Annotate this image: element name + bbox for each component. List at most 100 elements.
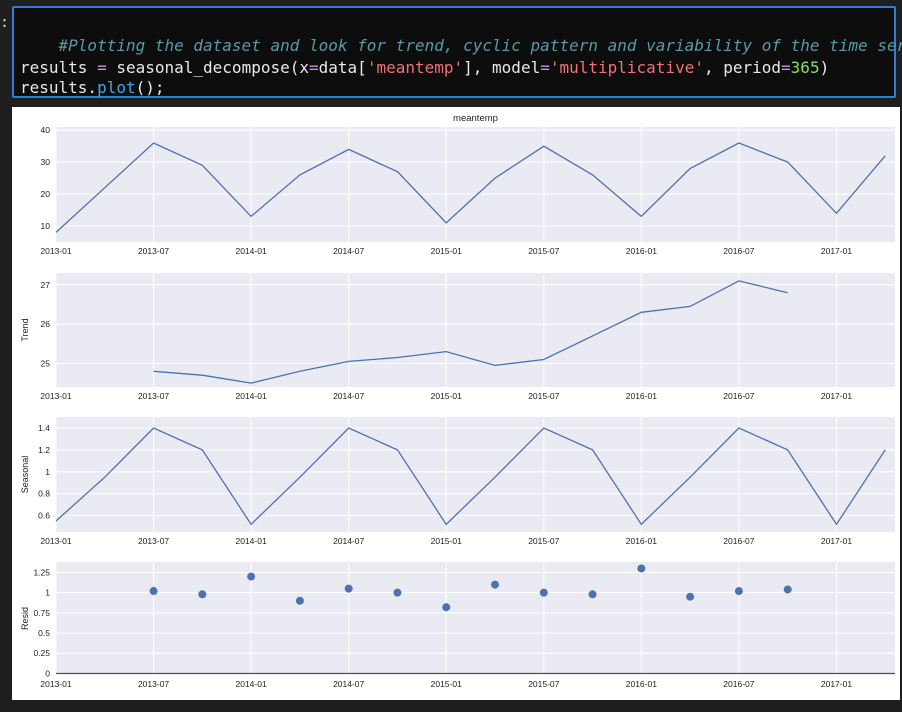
y-tick-label: 0.5 (38, 628, 50, 638)
x-tick-label: 2013-01 (40, 536, 71, 546)
x-tick-label: 2015-07 (528, 679, 559, 689)
series-line (153, 280, 788, 384)
y-tick-label: 0.8 (38, 489, 50, 499)
x-tick-label: 2013-07 (138, 391, 169, 401)
code-operator: = (781, 58, 791, 77)
code-comment: #Plotting the dataset and look for trend… (58, 36, 902, 55)
code-number: 365 (790, 58, 820, 77)
x-tick-label: 2015-01 (431, 679, 462, 689)
code-comment-line[interactable]: #Plotting the dataset and look for trend… (20, 16, 902, 76)
code-line-plot[interactable]: results.plot(); (20, 78, 165, 98)
code-token: ) (819, 58, 830, 77)
y-tick-label: 0.75 (33, 608, 50, 618)
x-tick-label: 2015-07 (528, 536, 559, 546)
code-operator: = (540, 58, 550, 77)
x-tick-label: 2013-01 (40, 679, 71, 689)
y-tick-label: 0 (45, 668, 50, 678)
y-tick-label: 1.4 (38, 423, 50, 433)
y-tick-label: 0.25 (33, 648, 50, 658)
x-tick-label: 2017-01 (821, 246, 852, 256)
y-tick-label: 26 (41, 319, 51, 329)
cell-prompt-marker: : (0, 13, 10, 31)
x-tick-label: 2017-01 (821, 391, 852, 401)
x-tick-label: 2014-01 (236, 391, 267, 401)
decomposition-figure: 2013-01 2013-07 2014-01 2014-07 2015-01 2015-… (20, 113, 895, 689)
y-tick-label: 1.2 (38, 445, 50, 455)
x-tick-label: 2016-01 (626, 246, 657, 256)
x-tick-label: 2014-01 (236, 536, 267, 546)
x-tick-label: 2014-07 (333, 679, 364, 689)
x-tick-label: 2014-07 (333, 536, 364, 546)
code-operator: = (309, 58, 319, 77)
y-tick-label: 1 (45, 588, 50, 598)
resid-point (637, 564, 646, 573)
resid-point (198, 590, 207, 599)
axes-background (56, 273, 895, 387)
y-tick-label: 40 (41, 125, 51, 135)
resid-point (295, 596, 304, 605)
x-tick-label: 2017-01 (821, 536, 852, 546)
x-tick-label: 2014-07 (333, 391, 364, 401)
resid-point (442, 603, 451, 612)
code-token: data[ (318, 58, 367, 77)
x-tick-label: 2016-07 (723, 246, 754, 256)
code-token: seasonal_decompose(x (106, 58, 309, 77)
y-tick-label: 10 (41, 221, 51, 231)
y-axis-label: Seasonal (20, 456, 30, 494)
axes-background (56, 127, 895, 242)
resid-point (344, 584, 353, 593)
x-tick-label: 2013-07 (138, 246, 169, 256)
x-tick-label: 2013-07 (138, 536, 169, 546)
code-token: , period (703, 58, 782, 77)
resid-point (783, 585, 792, 594)
y-tick-label: 1.25 (33, 567, 50, 577)
series-line (55, 142, 886, 233)
x-tick-label: 2014-01 (236, 246, 267, 256)
resid-point (734, 587, 743, 596)
code-token: results. (20, 78, 98, 97)
code-string: 'meantemp' (366, 58, 464, 77)
x-tick-label: 2017-01 (821, 679, 852, 689)
axes-background (56, 562, 895, 675)
x-tick-label: 2014-07 (333, 246, 364, 256)
resid-point (393, 588, 402, 597)
resid-point (247, 572, 256, 581)
x-tick-label: 2015-01 (431, 391, 462, 401)
code-token: (); (135, 78, 165, 97)
x-tick-label: 2016-07 (723, 679, 754, 689)
x-tick-label: 2015-01 (431, 246, 462, 256)
resid-point (686, 592, 695, 601)
resid-point (149, 587, 158, 596)
x-tick-label: 2014-01 (236, 679, 267, 689)
code-string: 'multiplicative' (549, 58, 704, 77)
x-tick-label: 2015-07 (528, 246, 559, 256)
resid-point (539, 588, 548, 597)
x-tick-label: 2013-01 (40, 246, 71, 256)
resid-point (491, 580, 500, 589)
y-axis-label: Trend (20, 318, 30, 341)
y-tick-label: 0.6 (38, 511, 50, 521)
y-tick-label: 25 (41, 358, 51, 368)
code-operator: = (97, 58, 107, 77)
x-tick-label: 2016-01 (626, 679, 657, 689)
panel-title: meantemp (453, 113, 498, 124)
x-tick-label: 2016-07 (723, 536, 754, 546)
resid-point (588, 590, 597, 599)
cell-output-figure: 2013-01 2013-07 2014-01 2014-07 2015-01 2015-… (12, 107, 900, 700)
x-tick-label: 2013-07 (138, 679, 169, 689)
code-token: results (20, 58, 98, 77)
code-token: ], model (463, 58, 541, 77)
x-tick-label: 2016-01 (626, 391, 657, 401)
y-tick-label: 1 (45, 467, 50, 477)
series-line (55, 427, 886, 526)
code-cell[interactable]: #Plotting the dataset and look for trend… (12, 6, 902, 98)
y-tick-label: 30 (41, 157, 51, 167)
y-tick-label: 20 (41, 189, 51, 199)
y-axis-label: Resid (20, 607, 30, 630)
axes-background (56, 417, 895, 532)
x-tick-label: 2013-01 (40, 391, 71, 401)
x-tick-label: 2015-01 (431, 536, 462, 546)
code-line-decompose[interactable]: results = seasonal_decompose(x=data['mea… (20, 58, 829, 78)
x-tick-label: 2016-07 (723, 391, 754, 401)
x-tick-label: 2015-07 (528, 391, 559, 401)
